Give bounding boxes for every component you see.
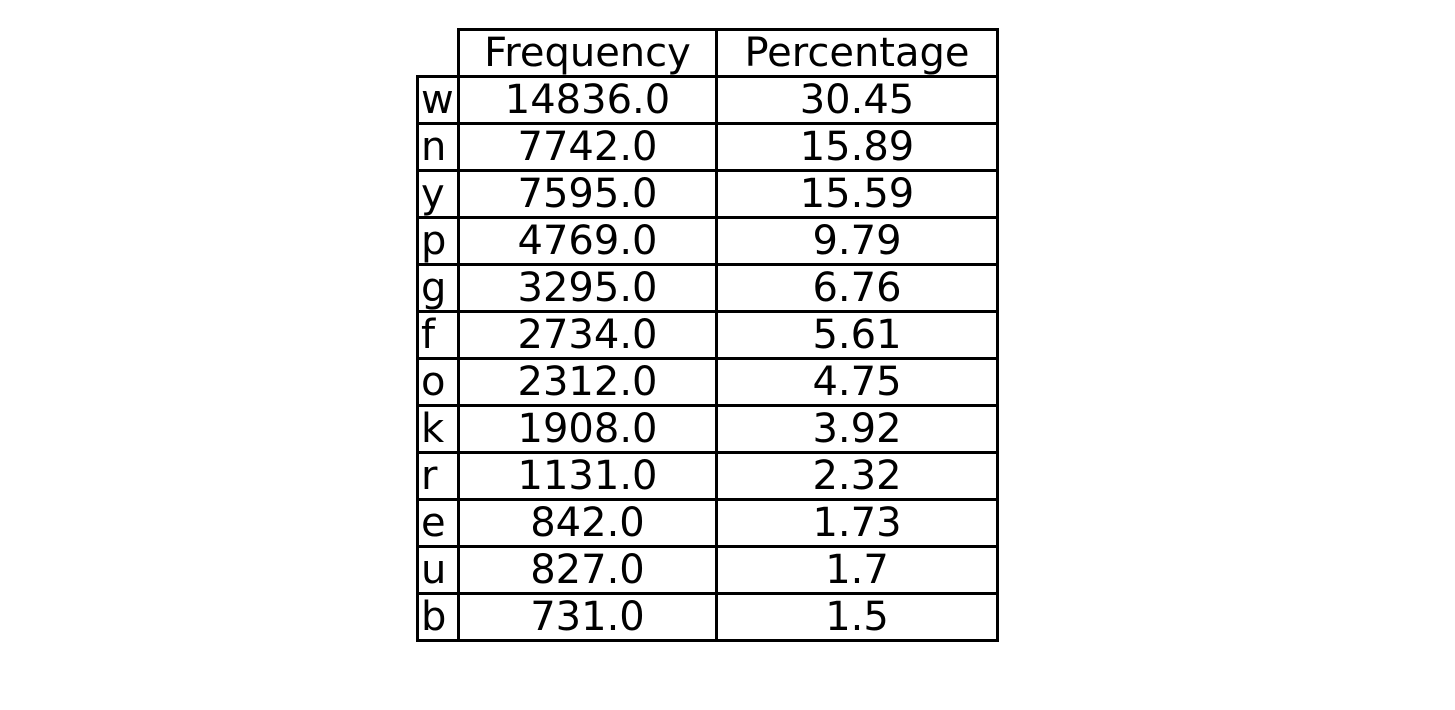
row-label: u (416, 545, 460, 595)
percentage-cell: 1.5 (715, 592, 999, 642)
percentage-cell: 15.89 (715, 122, 999, 172)
table-row: o 2312.0 4.75 (416, 357, 999, 407)
frequency-cell: 7595.0 (457, 169, 718, 219)
row-label: p (416, 216, 460, 266)
frequency-cell: 842.0 (457, 498, 718, 548)
percentage-cell: 1.7 (715, 545, 999, 595)
table-row: w 14836.0 30.45 (416, 75, 999, 125)
row-label: n (416, 122, 460, 172)
table-row: p 4769.0 9.79 (416, 216, 999, 266)
row-label: b (416, 592, 460, 642)
percentage-cell: 3.92 (715, 404, 999, 454)
column-header-percentage: Percentage (715, 28, 999, 78)
percentage-cell: 9.79 (715, 216, 999, 266)
table-row: r 1131.0 2.32 (416, 451, 999, 501)
table-header-row: Frequency Percentage (418, 28, 999, 78)
table-row: k 1908.0 3.92 (416, 404, 999, 454)
row-label: f (416, 310, 460, 360)
percentage-cell: 15.59 (715, 169, 999, 219)
row-label: g (416, 263, 460, 313)
table-row: u 827.0 1.7 (416, 545, 999, 595)
table-body: w 14836.0 30.45 n 7742.0 15.89 y 7595.0 15.59 p 47… (416, 75, 999, 642)
percentage-cell: 6.76 (715, 263, 999, 313)
frequency-cell: 2312.0 (457, 357, 718, 407)
corner-cell (418, 30, 459, 77)
table-row: f 2734.0 5.61 (416, 310, 999, 360)
frequency-cell: 1131.0 (457, 451, 718, 501)
row-label: e (416, 498, 460, 548)
frequency-cell: 7742.0 (457, 122, 718, 172)
frequency-cell: 4769.0 (457, 216, 718, 266)
frequency-cell: 3295.0 (457, 263, 718, 313)
frequency-table: Frequency Percentage w 14836.0 30.45 n 7742.… (416, 28, 999, 642)
table-row: e 842.0 1.73 (416, 498, 999, 548)
row-label: k (416, 404, 460, 454)
row-label: r (416, 451, 460, 501)
table-row: g 3295.0 6.76 (416, 263, 999, 313)
row-label: y (416, 169, 460, 219)
frequency-cell: 2734.0 (457, 310, 718, 360)
row-label: o (416, 357, 460, 407)
table-row: y 7595.0 15.59 (416, 169, 999, 219)
percentage-cell: 4.75 (715, 357, 999, 407)
row-label: w (416, 75, 460, 125)
percentage-cell: 1.73 (715, 498, 999, 548)
frequency-cell: 1908.0 (457, 404, 718, 454)
percentage-cell: 5.61 (715, 310, 999, 360)
frequency-cell: 14836.0 (457, 75, 718, 125)
table-row: n 7742.0 15.89 (416, 122, 999, 172)
column-header-frequency: Frequency (457, 28, 718, 78)
frequency-cell: 827.0 (457, 545, 718, 595)
percentage-cell: 2.32 (715, 451, 999, 501)
percentage-cell: 30.45 (715, 75, 999, 125)
frequency-cell: 731.0 (457, 592, 718, 642)
table-row: b 731.0 1.5 (416, 592, 999, 642)
